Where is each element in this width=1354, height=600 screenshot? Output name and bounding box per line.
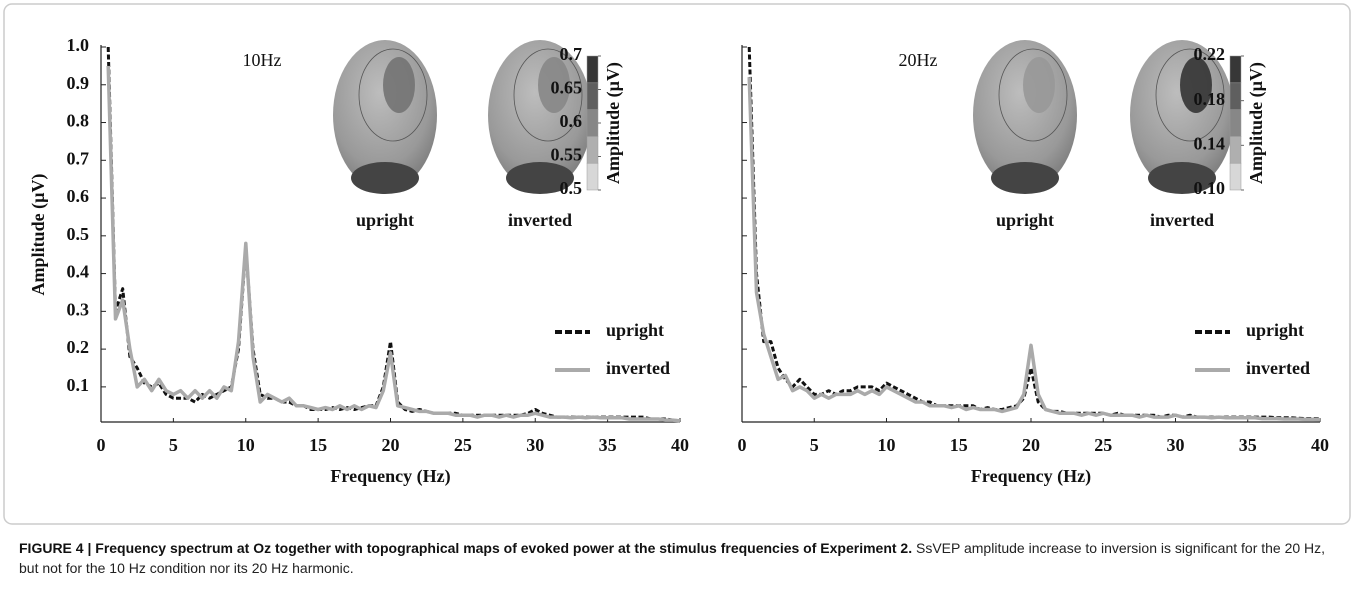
head-contour	[998, 48, 1068, 142]
chart-annotation: 20Hz	[899, 50, 938, 70]
x-tick-label: 30	[526, 435, 544, 455]
colorbar-tick-label: 0.55	[551, 145, 583, 165]
series-line	[747, 77, 1321, 422]
x-tick-label: 0	[738, 435, 747, 455]
x-tick-label: 20	[382, 435, 400, 455]
neck	[991, 162, 1059, 194]
x-axis-label: Frequency (Hz)	[330, 466, 450, 487]
legend-label: upright	[1246, 320, 1304, 340]
y-tick-label: 0.5	[67, 224, 90, 244]
x-tick-label: 25	[454, 435, 472, 455]
head-contour	[513, 48, 583, 142]
colorbar-tick-label: 0.5	[560, 178, 583, 198]
y-tick-label: 0.6	[67, 186, 90, 206]
x-tick-label: 35	[1239, 435, 1257, 455]
y-tick-label: 1.0	[67, 35, 90, 55]
caption-text: SsVEP amplitude increase to inversion is…	[19, 540, 1326, 576]
neck	[506, 162, 574, 194]
x-tick-label: 10	[237, 435, 255, 455]
caption-label: FIGURE 4 | Frequency spectrum at Oz toge…	[19, 540, 913, 556]
neck	[1148, 162, 1216, 194]
colorbar-tick-label: 0.22	[1194, 44, 1226, 64]
colorbar-swatch	[1229, 136, 1242, 164]
y-tick-label: 0.9	[67, 73, 90, 93]
head-contour	[1155, 48, 1225, 142]
y-axis-label: Amplitude (µV)	[28, 174, 49, 296]
figure: 0.1 0.2 0.3 0.4 0.5 0.6 0.7 0.8 0.9 1.0 0 5 10 15 20 25…	[3, 3, 1351, 525]
colorbar-tick-label: 0.6	[560, 111, 583, 131]
x-tick-label: 20	[1022, 435, 1040, 455]
chart-annotation: 10Hz	[243, 50, 282, 70]
colorbar-swatch	[586, 82, 599, 110]
head-contour	[358, 48, 428, 142]
map-label: inverted	[1150, 210, 1214, 230]
colorbar-tick-label: 0.10	[1194, 178, 1226, 198]
legend-label: inverted	[1246, 358, 1310, 378]
x-tick-label: 15	[309, 435, 327, 455]
colorbar-swatch	[1229, 55, 1242, 84]
colorbar-swatch	[586, 162, 599, 191]
x-tick-label: 15	[950, 435, 968, 455]
colorbar-swatch	[1229, 162, 1242, 191]
colorbar-swatch	[586, 55, 599, 84]
y-tick-label: 0.1	[67, 375, 90, 395]
legend-label: upright	[606, 320, 664, 340]
x-tick-label: 40	[1311, 435, 1329, 455]
y-tick-label: 0.8	[67, 111, 90, 131]
colorbar-tick-label: 0.7	[560, 44, 583, 64]
x-tick-label: 35	[599, 435, 617, 455]
y-tick-label: 0.3	[67, 299, 90, 319]
x-tick-label: 0	[97, 435, 106, 455]
x-tick-label: 10	[878, 435, 896, 455]
x-tick-label: 5	[169, 435, 178, 455]
x-tick-label: 40	[671, 435, 689, 455]
colorbar-swatch	[586, 136, 599, 164]
colorbar-label: Amplitude (µV)	[1246, 62, 1267, 184]
y-tick-label: 0.4	[67, 262, 90, 282]
x-axis-label: Frequency (Hz)	[971, 466, 1091, 487]
legend-label: inverted	[606, 358, 670, 378]
map-label: inverted	[508, 210, 572, 230]
series-line	[106, 65, 681, 423]
x-tick-label: 5	[810, 435, 819, 455]
colorbar-swatch	[586, 109, 599, 137]
map-label: upright	[356, 210, 414, 230]
caption: FIGURE 4 | Frequency spectrum at Oz toge…	[19, 538, 1339, 578]
figure-frame	[3, 3, 1351, 525]
colorbar-tick-label: 0.14	[1194, 133, 1226, 153]
colorbar-tick-label: 0.18	[1194, 89, 1226, 109]
colorbar-label: Amplitude (µV)	[603, 62, 624, 184]
head-hotspot	[1180, 57, 1212, 113]
colorbar-swatch	[1229, 109, 1242, 137]
colorbar-swatch	[1229, 82, 1242, 110]
head-hotspot	[1023, 57, 1055, 113]
x-tick-label: 25	[1094, 435, 1112, 455]
x-tick-label: 30	[1167, 435, 1185, 455]
neck	[351, 162, 419, 194]
y-tick-label: 0.7	[67, 148, 90, 168]
head-hotspot	[538, 57, 570, 113]
map-label: upright	[996, 210, 1054, 230]
head-hotspot	[383, 57, 415, 113]
y-tick-label: 0.2	[67, 337, 90, 357]
colorbar-tick-label: 0.65	[551, 78, 583, 98]
